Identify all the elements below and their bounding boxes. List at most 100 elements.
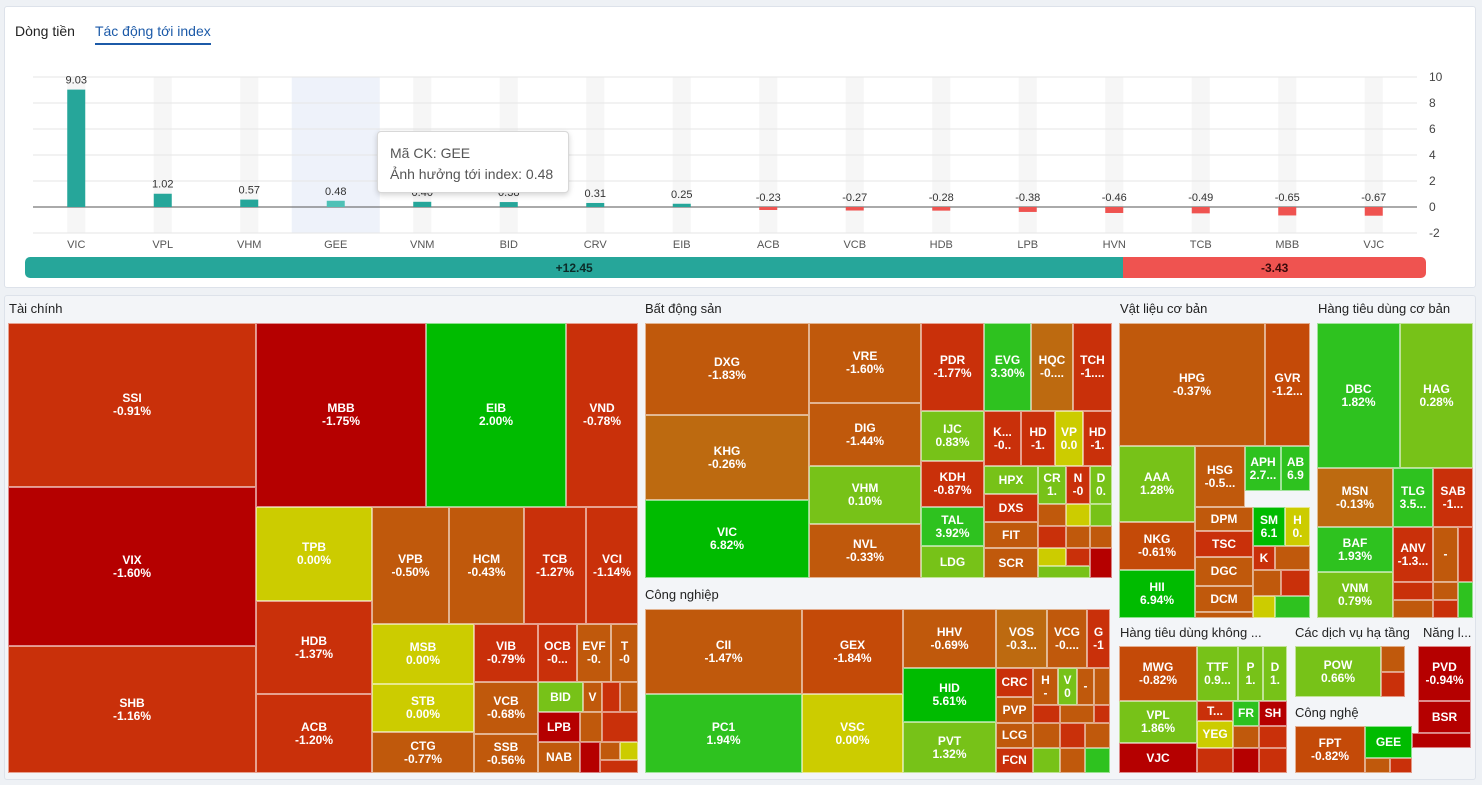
bar-hvn[interactable]	[1105, 207, 1124, 213]
treemap-tile[interactable]: PDR -1.77%	[921, 323, 984, 411]
treemap-tile[interactable]: PVT 1.32%	[903, 722, 996, 773]
treemap-tile[interactable]: KHG -0.26%	[645, 415, 809, 500]
bar-eib[interactable]	[672, 203, 691, 207]
treemap-tile[interactable]: MBB -1.75%	[256, 323, 426, 507]
treemap-small-tile[interactable]	[602, 682, 620, 712]
treemap-small-tile[interactable]	[1038, 526, 1066, 548]
treemap-tile[interactable]: IJC 0.83%	[921, 411, 984, 461]
treemap-tile[interactable]: AB 6.9	[1281, 446, 1310, 491]
treemap-tile[interactable]: CII -1.47%	[645, 609, 802, 694]
treemap-tile[interactable]: HPX	[984, 466, 1038, 494]
tab-dong-tien[interactable]: Dòng tiền	[15, 23, 75, 39]
treemap-small-tile[interactable]	[1038, 548, 1066, 566]
treemap-tile[interactable]: NAB	[538, 742, 580, 773]
treemap-tile[interactable]: BSR	[1418, 701, 1471, 733]
treemap-tile[interactable]: VPL 1.86%	[1119, 701, 1197, 743]
treemap-tile[interactable]: VOS -0.3...	[996, 609, 1047, 668]
treemap-tile[interactable]: OCB -0...	[538, 624, 577, 682]
treemap-tile[interactable]: K... -0..	[984, 411, 1021, 466]
treemap-small-tile[interactable]	[1381, 672, 1405, 697]
bar-crv[interactable]	[586, 202, 605, 207]
treemap-small-tile[interactable]	[1393, 582, 1433, 600]
treemap-tile[interactable]: NVL -0.33%	[809, 524, 921, 578]
treemap-tile[interactable]: TLG 3.5...	[1393, 468, 1433, 527]
treemap-tile[interactable]: FPT -0.82%	[1295, 726, 1365, 773]
bar-bid[interactable]	[499, 202, 518, 207]
treemap-tile[interactable]: K	[1253, 546, 1275, 570]
treemap-tile[interactable]: HID 5.61%	[903, 668, 996, 722]
treemap-tile[interactable]: MSN -0.13%	[1317, 468, 1393, 527]
treemap-small-tile[interactable]	[1090, 526, 1112, 548]
treemap-tile[interactable]: GEE	[1365, 726, 1412, 758]
treemap-tile[interactable]: SM 6.1	[1253, 507, 1285, 546]
treemap-small-tile[interactable]	[1060, 723, 1085, 748]
treemap-tile[interactable]: V	[583, 682, 602, 712]
bar-vpl[interactable]	[153, 193, 172, 207]
treemap-tile[interactable]: LCG	[996, 723, 1033, 748]
treemap-tile[interactable]: SSB -0.56%	[474, 734, 538, 773]
treemap-small-tile[interactable]	[602, 712, 638, 742]
bar-vnm[interactable]	[413, 201, 432, 207]
treemap-tile[interactable]: HHV -0.69%	[903, 609, 996, 668]
treemap-tile[interactable]: T...	[1197, 701, 1233, 721]
treemap-tile[interactable]: DIG -1.44%	[809, 403, 921, 466]
treemap-small-tile[interactable]	[1066, 526, 1090, 548]
treemap-tile[interactable]: HQC -0....	[1031, 323, 1073, 411]
treemap-tile[interactable]: HSG -0.5...	[1195, 446, 1245, 507]
treemap-tile[interactable]: BID	[538, 682, 583, 712]
treemap-tile[interactable]: VCG -0....	[1047, 609, 1087, 668]
treemap-tile[interactable]: VIC 6.82%	[645, 500, 809, 578]
treemap-tile[interactable]: P 1.	[1238, 646, 1263, 701]
treemap-tile[interactable]: DCM	[1195, 586, 1253, 612]
treemap-tile[interactable]: ACB -1.20%	[256, 694, 372, 773]
treemap-tile[interactable]: HD -1.	[1083, 411, 1112, 466]
treemap-tile[interactable]: H 0.	[1285, 507, 1310, 546]
treemap-small-tile[interactable]	[1253, 570, 1281, 596]
treemap-small-tile[interactable]	[1033, 723, 1060, 748]
treemap-small-tile[interactable]	[1458, 582, 1473, 618]
treemap-tile[interactable]: FCN	[996, 748, 1033, 773]
treemap-tile[interactable]: D 0.	[1090, 466, 1112, 504]
treemap-tile[interactable]: TCH -1....	[1073, 323, 1112, 411]
tab-tac-dong-toi-index[interactable]: Tác động tới index	[94, 23, 211, 45]
treemap-tile[interactable]: TCB -1.27%	[524, 507, 586, 624]
treemap-tile[interactable]: VIB -0.79%	[474, 624, 538, 682]
treemap-tile[interactable]: EVF -0.	[577, 624, 611, 682]
treemap-tile[interactable]: SCR	[984, 548, 1038, 578]
treemap-small-tile[interactable]	[1033, 748, 1060, 773]
treemap-small-tile[interactable]	[1090, 504, 1112, 526]
bar-acb[interactable]	[759, 207, 778, 210]
bar-vic[interactable]	[67, 89, 86, 207]
treemap-tile[interactable]: VND -0.78%	[566, 323, 638, 507]
treemap-small-tile[interactable]	[1433, 582, 1458, 600]
treemap-small-tile[interactable]	[1033, 705, 1060, 723]
treemap-tile[interactable]: STB 0.00%	[372, 684, 474, 732]
treemap-tile[interactable]: PVP	[996, 697, 1033, 723]
treemap-tile[interactable]: CTG -0.77%	[372, 732, 474, 773]
treemap-small-tile[interactable]	[1094, 705, 1110, 723]
treemap-tile[interactable]: SHB -1.16%	[8, 646, 256, 773]
treemap-tile[interactable]: -	[1077, 668, 1094, 705]
treemap-tile[interactable]: NKG -0.61%	[1119, 522, 1195, 570]
treemap-tile[interactable]: MWG -0.82%	[1119, 646, 1197, 701]
treemap-tile[interactable]: HPG -0.37%	[1119, 323, 1265, 446]
treemap-tile[interactable]: AAA 1.28%	[1119, 446, 1195, 522]
treemap-tile[interactable]: G -1	[1087, 609, 1110, 668]
treemap-small-tile[interactable]	[1233, 748, 1259, 773]
treemap-small-tile[interactable]	[1412, 733, 1471, 748]
treemap-tile[interactable]: VHM 0.10%	[809, 466, 921, 524]
treemap-tile[interactable]: DXS	[984, 494, 1038, 522]
treemap-tile[interactable]: VPB -0.50%	[372, 507, 449, 624]
treemap-small-tile[interactable]	[580, 712, 602, 742]
treemap-tile[interactable]: H-	[1033, 668, 1058, 705]
treemap-tile[interactable]: TPB 0.00%	[256, 507, 372, 601]
treemap-tile[interactable]: VIX -1.60%	[8, 487, 256, 646]
bar-vjc[interactable]	[1364, 207, 1383, 216]
treemap-tile[interactable]: N -0	[1066, 466, 1090, 504]
treemap-small-tile[interactable]	[1060, 748, 1085, 773]
treemap-tile[interactable]: EVG 3.30%	[984, 323, 1031, 411]
treemap-tile[interactable]: PC1 1.94%	[645, 694, 802, 773]
treemap-tile[interactable]: KDH -0.87%	[921, 461, 984, 507]
treemap-tile[interactable]: TSC	[1195, 531, 1253, 557]
